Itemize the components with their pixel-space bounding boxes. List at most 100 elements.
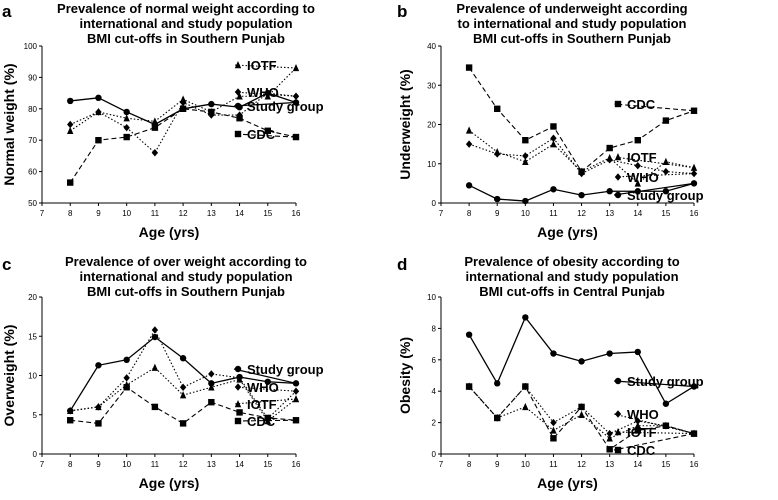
data-point-iotf bbox=[550, 140, 557, 148]
x-axis-label: Age (yrs) bbox=[139, 475, 200, 491]
chart-title-line: international and study population bbox=[79, 16, 292, 31]
legend-leader-study-group bbox=[613, 380, 695, 388]
x-tick-label: 11 bbox=[549, 209, 558, 218]
data-point-cdc bbox=[578, 403, 585, 411]
data-point-who bbox=[95, 108, 102, 116]
data-point-study-group bbox=[465, 182, 473, 189]
data-point-study-group bbox=[606, 350, 613, 357]
legend-marker-who bbox=[614, 410, 622, 418]
x-tick-label: 9 bbox=[495, 460, 500, 469]
data-point-cdc bbox=[95, 137, 102, 144]
y-tick-label: 60 bbox=[28, 168, 37, 177]
data-point-who bbox=[67, 120, 74, 129]
data-point-iotf bbox=[179, 391, 187, 399]
data-point-cdc bbox=[236, 115, 243, 122]
data-point-cdc bbox=[465, 383, 473, 390]
series-line-who bbox=[70, 328, 297, 420]
y-axis-label: Normal weight (%) bbox=[1, 63, 17, 185]
data-point-who bbox=[550, 134, 557, 142]
x-tick-label: 12 bbox=[577, 460, 586, 469]
x-tick-label: 13 bbox=[207, 209, 216, 218]
legend-leader-cdc bbox=[613, 103, 695, 112]
x-tick-label: 15 bbox=[263, 460, 272, 469]
data-point-study-group bbox=[550, 350, 557, 357]
legend-leader-study-group bbox=[233, 368, 297, 384]
panel-label: c bbox=[2, 255, 11, 274]
data-point-who bbox=[606, 429, 613, 438]
data-point-study-group bbox=[494, 195, 501, 203]
legend-label-iotf: IOTF bbox=[247, 397, 277, 412]
data-point-study-group bbox=[67, 97, 74, 105]
x-axis-label: Age (yrs) bbox=[537, 475, 598, 491]
x-tick-label: 10 bbox=[521, 209, 530, 218]
data-point-cdc bbox=[95, 420, 102, 427]
x-tick-label: 8 bbox=[68, 460, 73, 469]
x-tick-label: 12 bbox=[577, 209, 586, 218]
x-tick-label: 8 bbox=[68, 209, 73, 218]
data-point-who bbox=[578, 169, 585, 178]
data-point-who bbox=[662, 167, 670, 176]
data-point-who bbox=[179, 383, 187, 391]
y-tick-label: 10 bbox=[28, 372, 37, 381]
y-tick-label: 0 bbox=[33, 450, 38, 459]
y-axis-label: Overweight (%) bbox=[1, 325, 17, 427]
data-point-who bbox=[634, 162, 641, 170]
chart-title-line: international and study population bbox=[79, 269, 292, 284]
data-point-study-group bbox=[95, 94, 102, 102]
legend-label-who: WHO bbox=[627, 170, 659, 185]
chart-title-line: Prevalence of obesity according to bbox=[464, 254, 679, 269]
data-point-who bbox=[550, 418, 557, 427]
data-point-iotf bbox=[522, 157, 529, 165]
y-tick-label: 100 bbox=[24, 42, 38, 51]
data-point-study-group bbox=[578, 358, 585, 365]
y-axis-label: Underweight (%) bbox=[397, 69, 413, 179]
data-point-who bbox=[123, 123, 130, 132]
legend-leader-cdc bbox=[613, 433, 695, 451]
data-point-cdc bbox=[123, 384, 130, 391]
x-tick-label: 16 bbox=[292, 209, 301, 218]
legend-leader-iotf bbox=[613, 431, 695, 435]
y-tick-label: 5 bbox=[33, 411, 38, 420]
legend-label-who: WHO bbox=[247, 380, 279, 395]
x-tick-label: 7 bbox=[40, 460, 45, 469]
x-tick-label: 10 bbox=[122, 209, 131, 218]
chart-panel-c: c Prevalence of over weight according toi… bbox=[1, 254, 324, 491]
y-tick-label: 0 bbox=[432, 199, 437, 208]
x-tick-label: 11 bbox=[549, 460, 558, 469]
data-point-iotf bbox=[95, 402, 102, 411]
chart-title-line: BMI cut-offs in Southern Punjab bbox=[473, 31, 671, 46]
legend-label-iotf: IOTF bbox=[627, 150, 657, 165]
x-tick-label: 11 bbox=[151, 209, 160, 218]
x-tick-label: 9 bbox=[96, 209, 101, 218]
x-tick-label: 13 bbox=[605, 460, 614, 469]
data-point-cdc bbox=[606, 144, 613, 152]
data-point-cdc bbox=[606, 446, 613, 453]
data-point-cdc bbox=[67, 417, 74, 424]
legend-marker-cdc bbox=[614, 446, 622, 454]
x-tick-label: 12 bbox=[179, 209, 188, 218]
data-point-cdc bbox=[151, 403, 159, 411]
data-point-cdc bbox=[179, 420, 187, 427]
data-point-iotf bbox=[634, 179, 641, 187]
legend-label-study-group: Study group bbox=[627, 188, 704, 203]
y-tick-label: 0 bbox=[432, 450, 437, 459]
series-line-cdc bbox=[70, 386, 297, 425]
legend-leader-who bbox=[613, 173, 695, 178]
legend-marker-cdc bbox=[234, 130, 242, 138]
data-point-cdc bbox=[123, 133, 130, 141]
x-tick-label: 16 bbox=[690, 209, 699, 218]
x-tick-label: 7 bbox=[439, 460, 444, 469]
x-tick-label: 10 bbox=[122, 460, 131, 469]
legend-marker-cdc bbox=[614, 100, 622, 108]
x-tick-label: 14 bbox=[235, 209, 244, 218]
data-point-cdc bbox=[264, 127, 271, 134]
panel-label: d bbox=[397, 255, 407, 274]
legend-marker-who bbox=[234, 88, 242, 96]
data-point-who bbox=[208, 370, 215, 378]
y-tick-label: 50 bbox=[28, 199, 37, 208]
legend-label-study-group: Study group bbox=[247, 99, 324, 114]
x-tick-label: 9 bbox=[495, 209, 500, 218]
y-tick-label: 10 bbox=[427, 293, 436, 302]
legend-marker-study-group bbox=[614, 191, 622, 199]
